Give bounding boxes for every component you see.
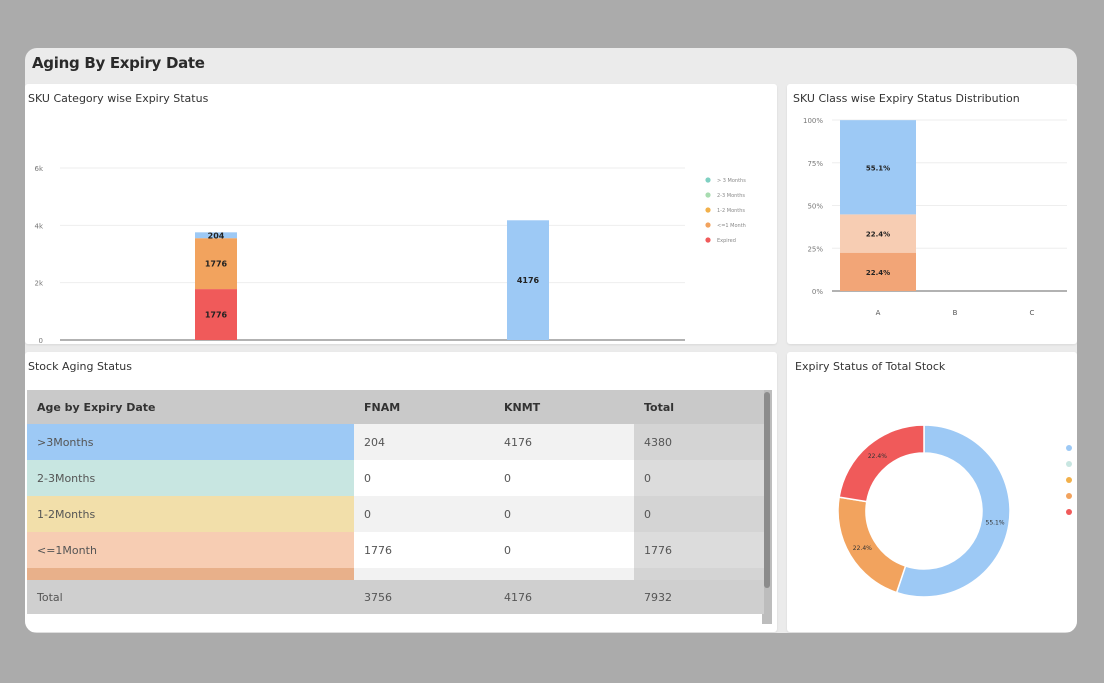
row-label: 2-3Months	[27, 460, 354, 496]
header-age[interactable]: Age by Expiry Date	[27, 390, 354, 424]
bar-data-label: 1776	[205, 260, 228, 269]
table-scrollbar[interactable]	[764, 392, 770, 588]
y-tick-label: 25%	[807, 245, 823, 253]
sku-class-panel: SKU Class wise Expiry Status Distributio…	[787, 84, 1077, 344]
legend-swatch	[1066, 477, 1072, 483]
y-tick-label: 50%	[807, 203, 823, 211]
page-title: Aging By Expiry Date	[32, 54, 205, 72]
slice-label: 55.1%	[986, 520, 1005, 527]
total-knmt: 4176	[494, 580, 634, 614]
bar-data-label: 55.1%	[866, 164, 890, 172]
cell-total: 0	[634, 496, 764, 532]
expiry-donut-chart: 55.1% 22.4% 22.4%	[837, 424, 1072, 598]
x-tick-label: C	[1030, 309, 1035, 317]
y-tick-label: 6k	[34, 165, 43, 173]
bar-segment	[840, 252, 916, 291]
legend-swatch	[1066, 493, 1072, 499]
cell-total: 1776	[634, 532, 764, 568]
x-tick-label: A	[876, 309, 881, 317]
cell-fnam: 204	[354, 424, 494, 460]
bar-data-label: 4176	[517, 276, 540, 285]
expiry-status-title: Expiry Status of Total Stock	[795, 360, 946, 373]
cell-knmt: 0	[494, 496, 634, 532]
row-label: 1-2Months	[27, 496, 354, 532]
legend-swatch	[705, 222, 711, 228]
bar-segment	[195, 238, 237, 290]
bar-data-label: 1776	[205, 311, 228, 320]
bar-data-label: 22.4%	[866, 231, 890, 239]
total-fnam: 3756	[354, 580, 494, 614]
header-knmt[interactable]: KNMT	[494, 390, 634, 424]
legend-swatch	[1066, 461, 1072, 467]
sku-category-panel: SKU Category wise Expiry Status 0 2k 4k 6k 1…	[25, 84, 777, 344]
header-fnam[interactable]: FNAM	[354, 390, 494, 424]
y-tick-label: 0%	[812, 288, 823, 296]
row-label: <=1Month	[27, 532, 354, 568]
bar-segment	[195, 232, 237, 239]
stock-aging-panel: Stock Aging Status Age by Expiry Date FN…	[25, 352, 777, 632]
row-label-partial	[27, 568, 354, 580]
donut-slice	[838, 424, 925, 503]
bar-data-label: 204	[208, 231, 225, 240]
legend-swatch	[1066, 509, 1072, 515]
donut-slice	[895, 424, 1011, 598]
table-row[interactable]: >3Months 204 4176 4380	[27, 424, 764, 460]
cell-fnam: 1776	[354, 532, 494, 568]
expiry-status-panel: Expiry Status of Total Stock 55.1% 22.4% 2…	[787, 352, 1077, 632]
slice-label: 22.4%	[853, 545, 872, 552]
y-tick-label: 0	[39, 337, 43, 344]
bar-segment	[840, 214, 916, 253]
table-row[interactable]: 2-3Months 0 0 0	[27, 460, 764, 496]
bar-data-label: 22.4%	[866, 269, 890, 277]
legend-label: <=1 Month	[717, 223, 746, 229]
legend-label: 2-3 Months	[717, 193, 745, 199]
header-total[interactable]: Total	[634, 390, 764, 424]
bar-segment	[507, 220, 549, 340]
legend-swatch	[705, 207, 711, 213]
cell-knmt: 4176	[494, 424, 634, 460]
table-header-row: Age by Expiry Date FNAM KNMT Total	[27, 390, 764, 424]
x-tick-label: B	[953, 309, 958, 317]
table-row[interactable]: <=1Month 1776 0 1776	[27, 532, 764, 568]
legend-swatch	[705, 177, 711, 183]
legend-swatch	[1066, 445, 1072, 451]
legend-label: > 3 Months	[717, 178, 746, 184]
cell-fnam: 0	[354, 460, 494, 496]
sku-class-title: SKU Class wise Expiry Status Distributio…	[793, 92, 1020, 105]
cell-knmt: 0	[494, 532, 634, 568]
total-label: Total	[27, 580, 354, 614]
table-row[interactable]: 1-2Months 0 0 0	[27, 496, 764, 532]
total-total: 7932	[634, 580, 764, 614]
legend-label: Expired	[717, 238, 736, 244]
sku-category-chart: 02k4k6k17761776204FNAM4176KNMT> 3 Months…	[34, 165, 746, 344]
table-row-partial[interactable]	[27, 568, 764, 580]
cell-fnam: 0	[354, 496, 494, 532]
y-tick-label: 2k	[34, 280, 43, 288]
table-total-row: Total 3756 4176 7932	[27, 580, 764, 614]
legend-swatch	[705, 192, 711, 198]
cell-total: 0	[634, 460, 764, 496]
row-label: >3Months	[27, 424, 354, 460]
sku-class-chart: 0% 25% 50% 75% 100% 22.4% 22.4% 55.1% A B C	[803, 117, 1067, 317]
legend-swatch	[705, 237, 711, 243]
bar-segment	[195, 289, 237, 340]
y-tick-label: 75%	[807, 160, 823, 168]
legend-label: 1-2 Months	[717, 208, 745, 214]
slice-label: 22.4%	[868, 453, 887, 460]
stock-aging-table: Age by Expiry Date FNAM KNMT Total >3Mon…	[27, 390, 764, 614]
y-tick-label: 4k	[34, 222, 43, 230]
dashboard-screen: Aging By Expiry Date SKU Category wise E…	[25, 48, 1077, 633]
y-tick-label: 100%	[803, 117, 823, 125]
bar-segment	[840, 120, 916, 215]
cell-knmt: 0	[494, 460, 634, 496]
sku-category-title: SKU Category wise Expiry Status	[28, 92, 209, 105]
cell-total: 4380	[634, 424, 764, 460]
stock-aging-title: Stock Aging Status	[28, 360, 133, 373]
